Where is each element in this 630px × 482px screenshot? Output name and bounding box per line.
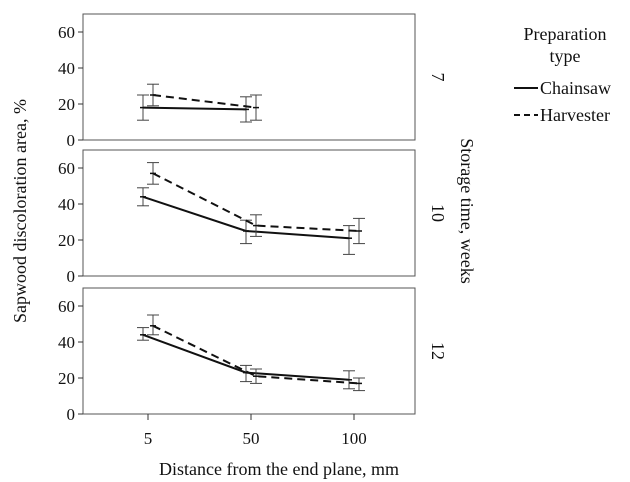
panel-frame-7 xyxy=(82,13,416,141)
panel-frame-12 xyxy=(82,287,416,415)
error-bar-chainsaw-7-5 xyxy=(137,94,149,121)
legend-title-line-1: Preparation xyxy=(524,24,607,44)
series-line-harvester-10 xyxy=(152,172,360,232)
y-tick-label-7-40: 40 xyxy=(58,59,75,78)
error-bar-chainsaw-10-50 xyxy=(240,219,252,245)
error-bar-harvester-12-100 xyxy=(353,377,365,392)
error-bar-chainsaw-12-100 xyxy=(343,370,355,390)
legend-label-harvester: Harvester xyxy=(540,105,610,125)
panel-label-12: 12 xyxy=(428,342,448,360)
y-tick-label-10-0: 0 xyxy=(67,267,76,286)
y-tick-label-10-20: 20 xyxy=(58,231,75,250)
y-tick-label-12-0: 0 xyxy=(67,405,76,424)
panel-label-10: 10 xyxy=(428,204,448,222)
panel-10: 0 20 40 60 10 xyxy=(58,149,448,286)
y-axis-label: Sapwood discoloration area, % xyxy=(10,99,30,323)
y-tick-label-7-20: 20 xyxy=(58,95,75,114)
series-line-chainsaw-7 xyxy=(142,106,247,111)
facet-axis-label: Storage time, weeks xyxy=(457,138,477,283)
y-tick-label-7-60: 60 xyxy=(58,23,75,42)
series-line-harvester-7 xyxy=(152,94,257,109)
panel-label-7: 7 xyxy=(428,73,448,82)
error-bar-harvester-10-100 xyxy=(353,217,365,245)
error-bar-harvester-10-5 xyxy=(147,162,159,185)
error-bar-chainsaw-12-5 xyxy=(137,327,149,341)
error-bar-chainsaw-7-50 xyxy=(240,96,252,123)
error-bar-harvester-7-5 xyxy=(147,83,159,107)
y-tick-label-10-40: 40 xyxy=(58,195,75,214)
panel-7: 0 20 40 60 7 xyxy=(58,13,448,150)
y-tick-label-12-60: 60 xyxy=(58,297,75,316)
x-tick-label-50: 50 xyxy=(243,429,260,448)
chart-panels: 0 20 40 60 7 0 20 40 60 10 0 20 40 60 12 xyxy=(58,13,448,424)
panel-12: 0 20 40 60 12 xyxy=(58,287,448,424)
y-tick-label-12-20: 20 xyxy=(58,369,75,388)
legend: Preparation type Chainsaw Harvester xyxy=(514,24,611,125)
error-bar-chainsaw-10-5 xyxy=(137,187,149,207)
error-bar-harvester-7-50 xyxy=(250,94,262,121)
x-tick-label-5: 5 xyxy=(144,429,153,448)
x-axis: 5 50 100 xyxy=(144,414,367,448)
error-bar-harvester-12-50 xyxy=(250,368,262,384)
error-bar-harvester-10-50 xyxy=(250,214,262,237)
error-bar-harvester-12-5 xyxy=(147,314,159,336)
legend-title-line-2: type xyxy=(550,46,581,66)
panel-frame-10 xyxy=(82,149,416,277)
error-bar-chainsaw-12-50 xyxy=(240,364,252,383)
y-tick-label-10-60: 60 xyxy=(58,159,75,178)
series-line-harvester-12 xyxy=(152,324,360,385)
error-bar-chainsaw-10-100 xyxy=(343,225,355,255)
legend-label-chainsaw: Chainsaw xyxy=(540,78,611,98)
x-axis-label: Distance from the end plane, mm xyxy=(159,459,399,479)
y-tick-label-12-40: 40 xyxy=(58,333,75,352)
y-tick-label-7-0: 0 xyxy=(67,131,76,150)
x-tick-label-100: 100 xyxy=(341,429,367,448)
